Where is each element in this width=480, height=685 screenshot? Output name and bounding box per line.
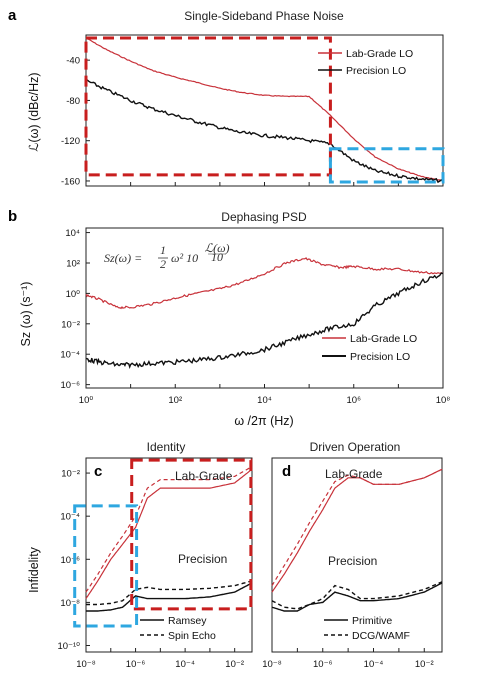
y-tick-label: -120 [61, 136, 80, 147]
equation-frac-den: 2 [160, 257, 166, 271]
y-tick-label: 10⁻¹⁰ [57, 641, 80, 652]
panel-a-highlight-boxes [84, 36, 445, 184]
equation-rhs: ω² 10 [171, 251, 198, 265]
x-tick-label: 10⁻⁶ [313, 659, 333, 670]
panel-a-label: a [8, 7, 17, 24]
legend-dcg-wamf: DCG/WAMF [352, 630, 410, 642]
y-tick-label: 10⁰ [66, 289, 81, 300]
y-tick-label: -80 [66, 96, 80, 107]
panel-b-legend: Lab-Grade LO Precision LO [322, 333, 417, 363]
panel-b-title: Dephasing PSD [221, 210, 307, 224]
series-line-lab-grade-lo-red [85, 37, 444, 182]
panel-b-series [85, 257, 444, 369]
series-line-lab-grade-lo-red [85, 257, 444, 310]
legend-spin-echo: Spin Echo [168, 630, 216, 642]
x-tick-label: 10⁻⁸ [262, 659, 282, 670]
y-tick-label: -40 [66, 56, 80, 67]
panel-b-y-ticks: 10⁴ 10² 10⁰ 10⁻² 10⁻⁴ 10⁻⁶ [60, 228, 90, 391]
panel-b-xlabel: ω /2π (Hz) [234, 414, 293, 428]
series-line-spin-echo-black [86, 580, 253, 606]
y-tick-label: 10⁻⁴ [60, 350, 80, 361]
panel-b-x-ticks: 10⁰ 10² 10⁴ 10⁶ 10⁸ [79, 384, 450, 406]
legend-precision-lo-b: Precision LO [350, 351, 410, 363]
legend-primitive: Primitive [352, 615, 392, 627]
y-tick-label: 10⁻⁶ [61, 555, 81, 566]
x-tick-label: 10⁴ [257, 395, 272, 406]
x-tick-label: 10⁻⁶ [126, 659, 146, 670]
series-line-dcg-wamf-black [271, 581, 443, 610]
panel-a-y-ticks: -40 -80 -120 -160 [61, 56, 90, 187]
highlight-box-red [84, 36, 332, 177]
y-tick-label: -160 [61, 176, 80, 187]
series-line-primitive-red [271, 468, 443, 593]
x-tick-label: 10⁰ [79, 395, 94, 406]
panel-d-title: Driven Operation [310, 440, 401, 454]
x-tick-label: 10⁻⁴ [364, 659, 384, 670]
series-line-precision-lo-black [85, 79, 444, 184]
x-tick-label: 10⁶ [347, 395, 362, 406]
panel-d-legend: Primitive DCG/WAMF [324, 615, 410, 642]
legend-precision-lo: Precision LO [346, 65, 406, 77]
panel-a: a Single-Sideband Phase Noise ℒ(ω) (dBc/… [8, 7, 445, 187]
panel-c-annotation-precision: Precision [178, 552, 227, 566]
panel-c-annotation-lab-grade: Lab-Grade [175, 469, 233, 483]
panel-b-label: b [8, 208, 17, 225]
panel-a-legend: Lab-Grade LO Precision LO [318, 48, 413, 77]
series-line-ramsey-black [86, 582, 253, 612]
equation-lhs: Sz(ω) = [104, 251, 142, 265]
panel-d-series [271, 468, 443, 612]
panel-c-label: c [94, 463, 102, 480]
x-tick-label: 10⁻² [225, 659, 244, 670]
panel-d-annotation-lab-grade: Lab-Grade [325, 467, 383, 481]
legend-lab-grade-lo-b: Lab-Grade LO [350, 333, 417, 345]
panel-c-ylabel: Infidelity [27, 546, 41, 593]
highlight-box-blue [328, 147, 445, 184]
x-tick-label: 10⁸ [436, 395, 451, 406]
y-tick-label: 10⁴ [65, 228, 80, 239]
panel-b-equation: Sz(ω) = 1 2 ω² 10 ℒ(ω) 10 [104, 241, 230, 271]
panel-c-title: Identity [147, 440, 186, 454]
panel-a-title: Single-Sideband Phase Noise [184, 9, 344, 23]
x-tick-label: 10² [168, 395, 182, 406]
panel-d-label: d [282, 463, 291, 480]
y-tick-label: 10⁻⁸ [60, 598, 80, 609]
x-tick-label: 10⁻² [415, 659, 434, 670]
y-tick-label: 10² [66, 258, 80, 269]
equation-exp-num: ℒ(ω) [204, 241, 229, 255]
y-tick-label: 10⁻² [61, 469, 80, 480]
panel-a-ylabel: ℒ(ω) (dBc/Hz) [27, 72, 41, 151]
panel-d-annotation-precision: Precision [328, 554, 377, 568]
panel-c: Identity c Infidelity 10⁻²10⁻⁴10⁻⁶10⁻⁸10… [27, 440, 253, 670]
panel-b: b Dephasing PSD Sz (ω) (s⁻¹) 10⁴10²10⁰10… [8, 208, 450, 428]
highlight-box-red [130, 458, 253, 611]
x-tick-label: 10⁻⁸ [76, 659, 96, 670]
series-line-primitive-black [271, 582, 443, 612]
panel-c-highlight-boxes [73, 458, 253, 628]
equation-frac-num: 1 [160, 243, 166, 257]
panel-b-ylabel: Sz (ω) (s⁻¹) [19, 282, 33, 347]
equation-exp-den: 10 [211, 250, 223, 264]
panel-a-series [85, 37, 444, 184]
series-line-precision-lo-black [85, 272, 444, 369]
legend-ramsey: Ramsey [168, 615, 207, 627]
panel-a-x-ticks [85, 182, 444, 186]
panel-c-series [85, 466, 253, 612]
y-tick-label: 10⁻⁴ [60, 512, 80, 523]
y-tick-label: 10⁻⁶ [61, 380, 81, 391]
panel-c-x-ticks: 10⁻⁸ 10⁻⁶ 10⁻⁴ 10⁻² [76, 648, 244, 670]
panel-d-frame [271, 457, 443, 653]
series-line-spin-echo-red [85, 466, 253, 593]
y-tick-label: 10⁻² [61, 319, 80, 330]
highlight-box-blue [73, 504, 139, 628]
panel-d: Driven Operation d 10⁻⁸ 10⁻⁶ 10⁻⁴ 10⁻² Lab-… [262, 440, 443, 670]
series-line-dcg-wamf-red [271, 468, 443, 586]
x-tick-label: 10⁻⁴ [175, 659, 195, 670]
legend-lab-grade-lo: Lab-Grade LO [346, 48, 413, 60]
panel-c-legend: Ramsey Spin Echo [140, 615, 216, 642]
panel-d-x-ticks: 10⁻⁸ 10⁻⁶ 10⁻⁴ 10⁻² [262, 648, 434, 670]
panel-c-y-ticks: 10⁻² 10⁻⁴ 10⁻⁶ 10⁻⁸ 10⁻¹⁰ [57, 469, 90, 652]
series-line-ramsey-red [85, 468, 253, 599]
